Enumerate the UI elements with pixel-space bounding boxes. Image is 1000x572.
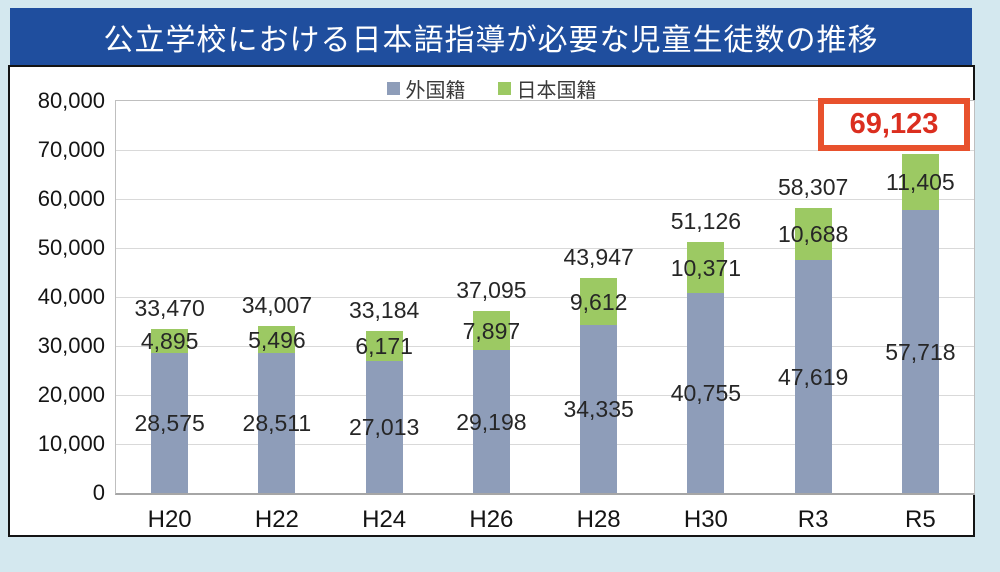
- bar-r5-japanese-nationality: [901, 154, 939, 210]
- value-label-h30-japanese-nationality: 10,371: [670, 254, 742, 281]
- total-label-h22: 34,007: [241, 292, 313, 318]
- gridline: [116, 248, 974, 249]
- highlight-value-box: 69,123: [818, 98, 970, 151]
- highlight-value: 69,123: [849, 108, 939, 140]
- x-tick-label-h28: H28: [576, 506, 621, 533]
- y-tick-label: 50,000: [37, 235, 105, 260]
- total-label-r3: 58,307: [777, 174, 849, 200]
- total-label-h20: 33,470: [134, 295, 205, 321]
- legend-label-japanese-nationality: 日本国籍: [516, 80, 597, 102]
- legend-item-foreign-nationality: 外国籍: [386, 74, 466, 103]
- bar-h20-foreign-nationality: [151, 353, 189, 493]
- total-label-h30: 51,126: [670, 208, 742, 234]
- value-label-h28-foreign-nationality: 34,335: [563, 396, 634, 422]
- bar-r3-japanese-nationality: [794, 208, 832, 260]
- bar-h24-japanese-nationality: [365, 331, 403, 361]
- x-tick-label-h26: H26: [469, 506, 514, 533]
- x-tick-label-h30: H30: [683, 506, 728, 533]
- value-label-h22-foreign-nationality: 28,511: [242, 410, 312, 436]
- x-tick-label-r5: R5: [905, 506, 936, 533]
- legend-label-foreign-nationality: 外国籍: [405, 80, 466, 102]
- bar-h22-japanese-nationality: [258, 326, 296, 353]
- bar-h30-japanese-nationality: [687, 242, 725, 293]
- chart-title: 公立学校における日本語指導が必要な児童生徒数の推移: [103, 23, 879, 57]
- value-label-h28-japanese-nationality: 9,612: [569, 288, 628, 315]
- value-label-h30-foreign-nationality: 40,755: [670, 380, 742, 406]
- y-tick-label: 0: [92, 480, 105, 505]
- value-label-h26-foreign-nationality: 29,198: [456, 408, 527, 435]
- gridline: [116, 395, 974, 396]
- legend-swatch-foreign-nationality: [386, 82, 400, 95]
- total-label-h26: 37,095: [456, 277, 527, 303]
- gridline: [116, 150, 974, 151]
- bar-h22-foreign-nationality: [258, 353, 296, 493]
- bar-h28-japanese-nationality: [580, 278, 618, 325]
- gridline: [116, 346, 974, 347]
- gridline: [116, 199, 974, 200]
- bar-h24-foreign-nationality: [365, 361, 403, 493]
- y-tick-label: 80,000: [37, 88, 105, 113]
- y-tick-label: 70,000: [37, 137, 105, 162]
- value-label-h20-japanese-nationality: 4,895: [140, 328, 199, 354]
- legend: 外国籍 日本国籍: [10, 74, 973, 103]
- value-label-h24-foreign-nationality: 27,013: [348, 414, 420, 440]
- value-label-r5-japanese-nationality: 11,405: [886, 169, 955, 195]
- gridline: [116, 297, 974, 298]
- legend-swatch-japanese-nationality: [497, 82, 511, 95]
- value-label-h20-foreign-nationality: 28,575: [134, 410, 205, 436]
- value-label-h26-japanese-nationality: 7,897: [462, 317, 521, 344]
- value-label-r3-foreign-nationality: 47,619: [777, 363, 849, 390]
- bar-h20-japanese-nationality: [151, 329, 189, 353]
- bar-r5-foreign-nationality: [901, 210, 939, 493]
- y-tick-label: 20,000: [37, 382, 105, 407]
- value-label-r3-japanese-nationality: 10,688: [777, 221, 849, 247]
- x-tick-label-r3: R3: [797, 506, 829, 533]
- value-label-r5-foreign-nationality: 57,718: [885, 338, 956, 365]
- value-label-h24-japanese-nationality: 6,171: [355, 333, 413, 359]
- chart-title-banner: 公立学校における日本語指導が必要な児童生徒数の推移: [10, 8, 972, 65]
- bar-h30-foreign-nationality: [687, 293, 725, 493]
- bar-h26-foreign-nationality: [472, 350, 510, 493]
- legend-item-japanese-nationality: 日本国籍: [497, 74, 597, 103]
- chart-panel: 外国籍 日本国籍 80,000 70,000 60,000 50,000 40,000 30…: [8, 65, 975, 537]
- x-tick-label-h22: H22: [254, 506, 299, 533]
- y-tick-label: 40,000: [37, 284, 105, 309]
- bar-h26-japanese-nationality: [472, 311, 510, 350]
- value-label-h22-japanese-nationality: 5,496: [248, 326, 306, 353]
- x-tick-label-h24: H24: [362, 506, 407, 533]
- y-tick-label: 60,000: [37, 186, 105, 211]
- y-tick-label: 10,000: [37, 431, 105, 456]
- bar-r3-foreign-nationality: [794, 260, 832, 493]
- total-label-h24: 33,184: [348, 297, 420, 323]
- gridline: [116, 444, 974, 445]
- total-label-h28: 43,947: [563, 244, 634, 270]
- bar-h28-foreign-nationality: [580, 325, 618, 493]
- plot-area: 28,575 4,895 33,470 28,511 5,496 34,007 27,013…: [115, 100, 975, 495]
- y-tick-label: 30,000: [37, 333, 105, 358]
- x-tick-label-h20: H20: [147, 506, 192, 533]
